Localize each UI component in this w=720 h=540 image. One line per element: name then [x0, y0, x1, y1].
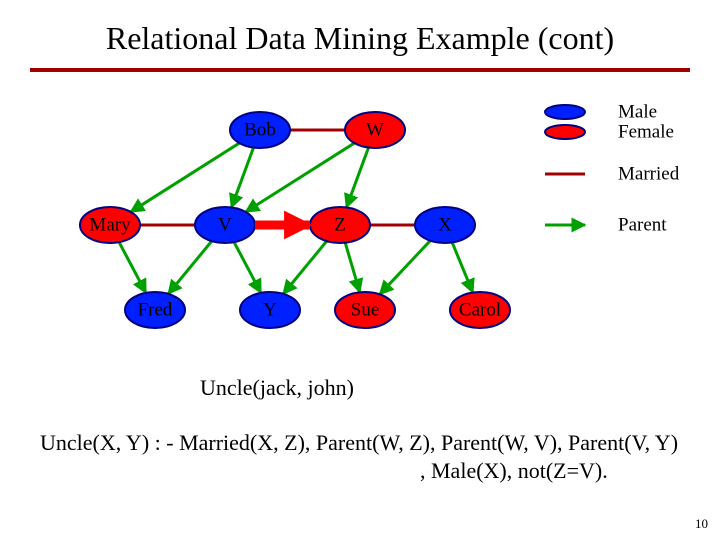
- node-label-fred: Fred: [138, 300, 173, 321]
- rule-text-1: Uncle(X, Y) : - Married(X, Z), Parent(W,…: [40, 430, 678, 456]
- parent-edge: [119, 242, 146, 293]
- node-label-sue: Sue: [351, 300, 380, 321]
- node-label-bob: Bob: [244, 120, 276, 141]
- parent-edge: [283, 241, 326, 294]
- node-label-mary: Mary: [89, 215, 131, 236]
- parent-edge: [246, 143, 355, 212]
- legend-male-label: Male: [618, 102, 657, 123]
- parent-edge: [131, 143, 240, 212]
- parent-edge: [345, 243, 360, 293]
- node-label-z: Z: [334, 215, 346, 236]
- diagram-canvas: Bob W Mary V Z X Fred Y Sue Carol MaleFemale Marri…: [0, 0, 720, 540]
- goal-text: Uncle(jack, john): [200, 375, 354, 401]
- rule-text-2: , Male(X), not(Z=V).: [420, 458, 608, 484]
- page-number: 10: [695, 516, 708, 532]
- parent-edge: [452, 242, 473, 292]
- parent-edge: [168, 241, 211, 294]
- node-label-x: X: [438, 215, 452, 236]
- parent-edge: [234, 242, 261, 293]
- parent-edge: [346, 148, 368, 208]
- node-label-carol: Carol: [459, 300, 501, 321]
- parent-edge: [231, 148, 253, 208]
- legend-married-label: Married: [618, 164, 680, 185]
- legend-female-icon: [545, 125, 585, 139]
- node-label-w: W: [366, 120, 384, 141]
- legend-male-icon: [545, 105, 585, 119]
- legend-parent-label: Parent: [618, 215, 667, 236]
- node-label-v: V: [218, 215, 232, 236]
- node-label-y: Y: [263, 300, 277, 321]
- parent-edge: [380, 241, 430, 295]
- legend-female-label: Female: [618, 122, 674, 143]
